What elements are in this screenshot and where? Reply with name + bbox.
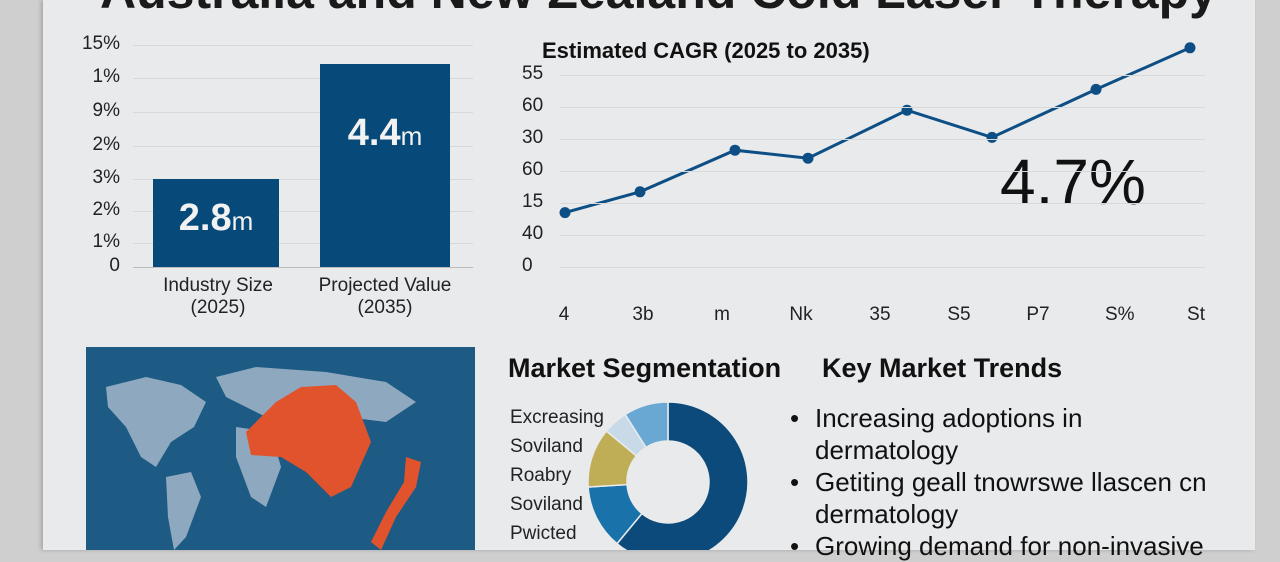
bar-unit: m: [400, 121, 423, 151]
line-point: [1090, 83, 1102, 95]
line-point: [559, 207, 571, 219]
line-point: [986, 131, 998, 143]
line-y-tick: 30: [522, 127, 544, 148]
gridline: [133, 45, 473, 46]
trend-bullet: •: [790, 531, 800, 561]
line-x-tick: Nk: [789, 304, 813, 325]
australia-shape: [246, 385, 371, 497]
new-zealand-shape: [371, 457, 421, 550]
segment-legend-label: Soviland: [510, 436, 583, 457]
line-point: [634, 186, 646, 198]
gridline: [560, 75, 1205, 76]
line-point: [729, 144, 741, 156]
gridline: [133, 112, 473, 113]
bar-unit: m: [231, 206, 254, 236]
north-america-shape: [106, 377, 206, 467]
trends-title: Key Market Trends: [822, 353, 1063, 383]
bar-data-label: 4.4: [347, 112, 401, 154]
gridline: [560, 203, 1205, 204]
line-y-tick: 15: [522, 191, 544, 212]
bar-1: 4.4m: [320, 64, 450, 267]
bar-category-label: Projected Value (2035): [318, 275, 452, 318]
poster-title: Australia and New Zealand Cold Laser The…: [100, 0, 1217, 20]
gridline: [133, 211, 473, 212]
gridline: [133, 243, 473, 244]
gridline: [560, 139, 1205, 140]
gridline: [133, 267, 473, 268]
donut-slice: [615, 401, 749, 550]
trend-item: Getiting geall tnowrswe llascen cn derma…: [815, 467, 1207, 529]
donut-slice: [624, 401, 669, 449]
line-x-tick: 35: [869, 304, 891, 325]
segment-legend-label: Pwicted: [510, 523, 577, 544]
trend-item: Increasing adoptions in dermatology: [815, 403, 1083, 465]
trend-bullet: •: [790, 403, 800, 433]
segment-legend-label: Soviland: [510, 494, 583, 515]
line-point: [1184, 42, 1196, 54]
line-y-tick: 60: [522, 95, 544, 116]
line-x-tick: St: [1187, 304, 1205, 325]
gridline: [133, 146, 473, 147]
line-y-tick: 0: [522, 255, 533, 276]
segmentation-title: Market Segmentation: [508, 353, 782, 383]
line-x-tick: S5: [947, 304, 971, 325]
gridline: [560, 235, 1205, 236]
cagr-value: 4.7%: [1000, 146, 1146, 218]
bar-y-tick: 1%: [92, 231, 120, 252]
bar-category-label: Industry Size (2025): [163, 275, 273, 318]
bar-y-tick: 1%: [92, 66, 120, 87]
line-x-tick: S%: [1105, 304, 1135, 325]
line-point: [802, 152, 814, 164]
segment-legend-label: Excreasing: [510, 407, 604, 428]
segmentation-donut: [587, 401, 749, 550]
trend-item: Growing demand for non-invasive: [815, 531, 1204, 561]
bar-y-tick: 15%: [81, 33, 120, 54]
gridline: [133, 78, 473, 79]
segment-legend-label: Roabry: [510, 465, 572, 486]
gridline: [560, 171, 1205, 172]
line-x-tick: P7: [1026, 304, 1050, 325]
bar-y-tick: 2%: [92, 199, 120, 220]
bar-0: 2.8m: [153, 179, 279, 267]
gridline: [560, 107, 1205, 108]
bar-y-tick: 3%: [92, 167, 120, 188]
line-series: [564, 46, 1191, 215]
line-chart: [559, 42, 1196, 219]
line-y-tick: 60: [522, 159, 544, 180]
line-x-tick: m: [714, 304, 730, 325]
bar-y-tick: 9%: [92, 100, 120, 121]
south-america-shape: [166, 472, 201, 550]
bar-y-tick: 0: [109, 255, 120, 276]
line-y-tick: 55: [522, 63, 544, 84]
bar-data-label: 2.8: [178, 197, 232, 239]
line-y-tick: 40: [522, 223, 544, 244]
bar-y-tick: 2%: [92, 134, 120, 155]
line-chart-title: Estimated CAGR (2025 to 2035): [542, 38, 870, 63]
gridline: [560, 267, 1205, 268]
trend-bullet: •: [790, 467, 800, 497]
line-x-tick: 3b: [632, 304, 654, 325]
world-map: [86, 347, 475, 550]
line-x-tick: 4: [558, 304, 570, 325]
gridline: [133, 179, 473, 180]
